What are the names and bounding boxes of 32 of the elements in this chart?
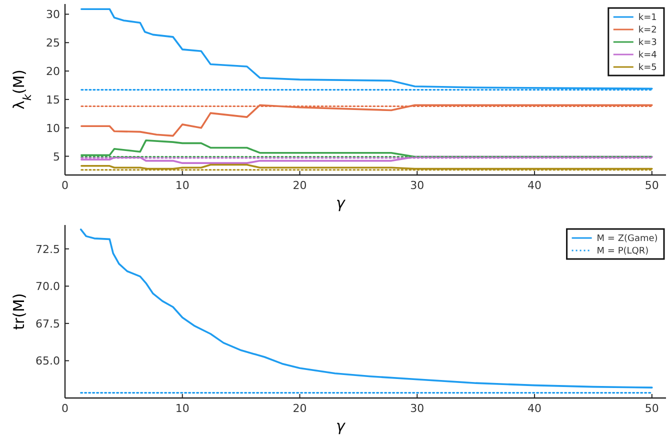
x-tick-label: 40 [528, 179, 542, 192]
x-tick-label: 20 [292, 402, 307, 415]
x-tick-label: 40 [528, 402, 542, 415]
legend-label: k=1 [638, 13, 657, 23]
x-axis-title: γ [336, 194, 346, 212]
y-tick-label: 5 [53, 150, 60, 164]
y-tick-label: 25 [46, 36, 60, 50]
y-tick-label: 10 [46, 122, 60, 135]
x-tick-label: 50 [644, 179, 659, 192]
x-tick-label: 30 [410, 179, 424, 192]
y-axis-title: tr(M) [10, 293, 28, 330]
x-tick-label: 0 [62, 402, 68, 415]
legend-label: k=2 [638, 26, 657, 36]
legend-label: M = P(LQR) [596, 246, 649, 256]
legend-label: k=3 [638, 38, 657, 48]
x-tick-label: 30 [410, 402, 424, 415]
y-tick-label: 65.0 [36, 354, 60, 368]
y-tick-label: 15 [46, 93, 60, 106]
y-tick-label: 30 [46, 8, 60, 22]
x-tick-label: 50 [644, 402, 659, 415]
legend-label: M = Z(Game) [596, 234, 658, 244]
y-tick-label: 70.0 [36, 280, 60, 294]
legend-label: k=4 [638, 50, 658, 60]
y-tick-label: 67.5 [36, 317, 60, 330]
legend-label: k=5 [638, 63, 657, 73]
y-tick-label: 20 [46, 65, 60, 78]
x-tick-label: 0 [62, 179, 68, 192]
x-tick-label: 20 [292, 179, 307, 192]
x-tick-label: 10 [175, 179, 190, 192]
y-tick-label: 72.5 [36, 242, 60, 256]
x-axis-title: γ [336, 417, 346, 435]
x-tick-label: 10 [175, 402, 190, 415]
